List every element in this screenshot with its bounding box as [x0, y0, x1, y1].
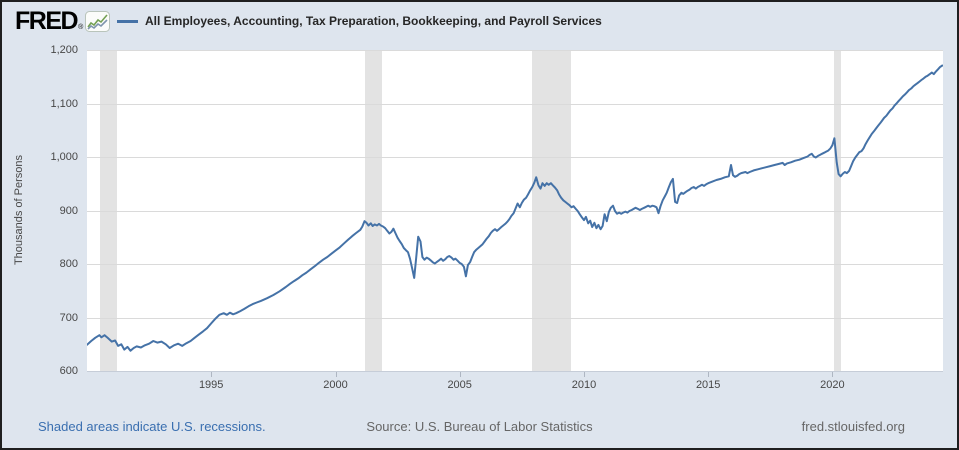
recession-band — [100, 50, 117, 371]
x-axis-line — [87, 371, 943, 372]
x-tick-label: 2010 — [571, 379, 597, 391]
x-tick-mark — [584, 372, 585, 377]
x-tick-mark — [211, 372, 213, 377]
x-tick-label: 2005 — [447, 379, 472, 391]
x-tick-mark — [335, 372, 337, 377]
y-tick-label: 900 — [59, 204, 78, 217]
gridline — [87, 318, 943, 319]
source-text: Source: U.S. Bureau of Labor Statistics — [366, 419, 593, 434]
y-tick-label: 1,000 — [50, 151, 78, 163]
x-tick-mark — [832, 372, 834, 377]
gridline — [87, 157, 943, 158]
fred-logo-text: FRED — [15, 7, 79, 35]
fred-logo-chart-icon — [85, 10, 111, 32]
x-tick-label: 2020 — [820, 379, 845, 391]
fred-logo[interactable]: FRED ® — [15, 7, 111, 35]
gridline — [87, 104, 943, 105]
recession-band — [834, 50, 841, 371]
recession-band — [532, 50, 571, 371]
registered-mark: ® — [78, 24, 84, 31]
legend-series-label: All Employees, Accounting, Tax Preparati… — [145, 14, 602, 28]
series-line — [87, 64, 943, 352]
legend: All Employees, Accounting, Tax Preparati… — [117, 14, 602, 28]
x-tick-label: 2015 — [695, 379, 721, 391]
x-tick-label: 2000 — [323, 379, 348, 391]
legend-line-swatch — [117, 19, 138, 23]
y-tick-label: 800 — [59, 258, 78, 270]
x-tick-label: 1995 — [198, 379, 224, 391]
plot-area[interactable] — [87, 50, 943, 371]
x-tick-mark — [459, 372, 461, 377]
gridline — [87, 50, 943, 51]
gridline — [87, 264, 943, 265]
recession-note-link[interactable]: Shaded areas indicate U.S. recessions. — [38, 419, 266, 434]
y-tick-label: 700 — [59, 311, 78, 324]
x-tick-mark — [708, 372, 710, 377]
chart-footer: Shaded areas indicate U.S. recessions. S… — [2, 416, 957, 442]
recession-band — [364, 50, 382, 371]
y-tick-label: 1,200 — [50, 44, 78, 56]
y-tick-label: 1,100 — [50, 97, 78, 110]
y-tick-label: 600 — [59, 365, 78, 377]
site-text: fred.stlouisfed.org — [801, 419, 905, 434]
